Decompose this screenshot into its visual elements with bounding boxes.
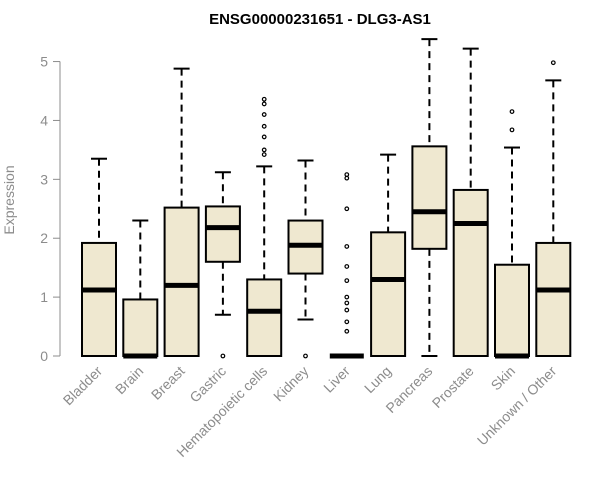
box-iqr — [494, 263, 530, 358]
outlier-point — [261, 147, 267, 153]
outlier-point — [344, 172, 350, 178]
outlier-point — [344, 307, 350, 313]
outlier-point — [344, 264, 350, 269]
outlier-point — [261, 101, 267, 107]
box-iqr — [452, 188, 489, 357]
outlier-point — [344, 328, 350, 334]
box-iqr — [411, 145, 448, 250]
box-2 — [163, 67, 200, 357]
outlier-point — [261, 134, 267, 140]
outlier-point — [261, 96, 267, 102]
box-iqr — [81, 241, 117, 357]
box-4 — [246, 96, 283, 358]
x-tick-label: Liver — [320, 363, 353, 396]
y-axis-label: Expression — [1, 165, 17, 234]
box-iqr — [246, 278, 283, 358]
outlier-point — [344, 319, 350, 325]
x-tick-label: Kidney — [270, 363, 312, 405]
outlier-point — [261, 123, 267, 129]
outlier-point — [261, 152, 267, 158]
x-tick-label: Lung — [361, 363, 394, 396]
box-5 — [287, 159, 324, 359]
box-1 — [122, 219, 159, 359]
y-tick-label: 5 — [40, 54, 48, 70]
outlier-point — [220, 353, 226, 359]
x-tick-label: Brain — [112, 363, 146, 397]
x-tick-label: Breast — [148, 363, 188, 403]
box-7 — [370, 153, 407, 357]
y-tick-label: 2 — [40, 230, 48, 246]
y-tick-label: 0 — [40, 348, 48, 364]
outlier-point — [550, 60, 556, 66]
y-tick-label: 4 — [40, 112, 48, 128]
outlier-point — [509, 127, 515, 133]
box-iqr — [204, 205, 241, 263]
box-iqr — [122, 298, 159, 358]
outlier-point — [509, 109, 515, 115]
boxes-group — [81, 38, 572, 359]
box-iqr — [535, 241, 572, 357]
box-3 — [204, 171, 241, 359]
chart-title: ENSG00000231651 - DLG3-AS1 — [209, 11, 431, 28]
y-tick-label: 3 — [40, 171, 48, 187]
outlier-point — [303, 353, 308, 359]
y-tick-label: 1 — [40, 289, 48, 305]
y-axis: 0 1 2 3 4 5 — [40, 54, 61, 364]
box-iqr — [163, 206, 200, 357]
x-tick-label: Bladder — [60, 363, 106, 409]
box-iqr — [370, 231, 407, 357]
box-8 — [411, 38, 448, 357]
outlier-point — [344, 206, 350, 212]
outlier-point — [344, 300, 350, 306]
x-tick-label: Prostate — [429, 363, 477, 411]
box-11 — [535, 60, 572, 357]
box-10 — [494, 109, 530, 359]
box-6 — [329, 172, 364, 359]
outlier-point — [344, 278, 350, 284]
outlier-point — [261, 112, 267, 117]
box-0 — [81, 157, 117, 357]
x-tick-label: Skin — [488, 363, 519, 394]
outlier-point — [344, 294, 350, 300]
box-9 — [452, 47, 489, 357]
outlier-point — [344, 244, 350, 249]
